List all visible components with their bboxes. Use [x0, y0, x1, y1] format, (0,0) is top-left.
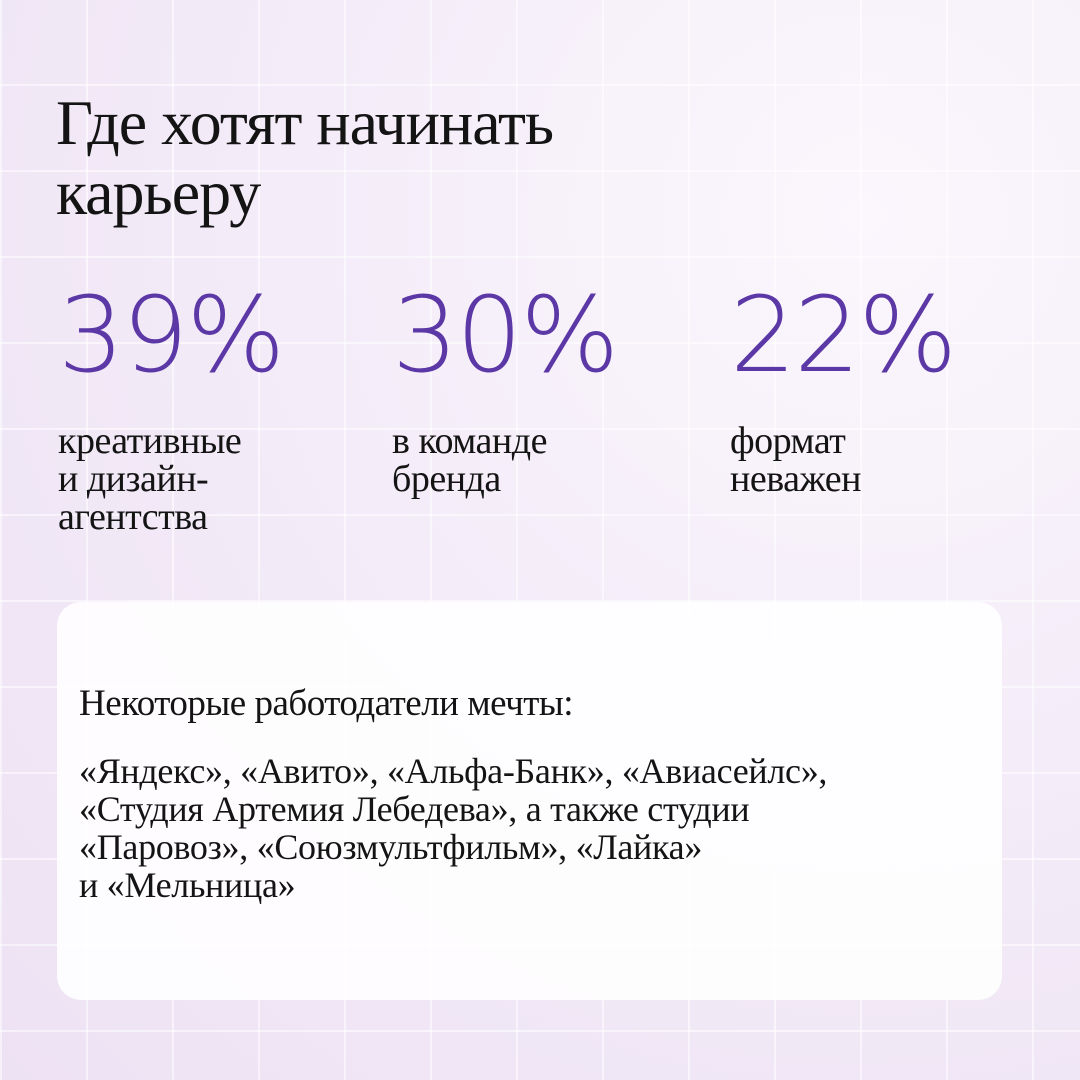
stat-label: в команде бренда	[392, 422, 617, 498]
text-line: в команде	[392, 420, 547, 462]
stat-label: формат неважен	[730, 422, 955, 498]
text-line: креативные	[58, 420, 242, 462]
card-text: «Яндекс», «Авито», «Альфа-Банк», «Авиасе…	[79, 752, 827, 904]
text-line: «Паровоз», «Союзмультфильм», «Лайка»	[79, 827, 703, 867]
text-line: бренда	[392, 458, 501, 500]
text-line: агентства	[58, 496, 208, 538]
stat: 22% формат неважен	[730, 270, 957, 498]
stat-label: креативные и дизайн-агентства	[58, 422, 283, 536]
text-line: и дизайн-	[58, 458, 209, 500]
card: Некоторые работодатели мечты: «Яндекс», …	[57, 602, 1002, 1000]
text-line: и «Мельница»	[79, 865, 296, 905]
text-line: формат	[730, 420, 846, 462]
text-line: неважен	[730, 458, 861, 500]
text-line: карьеру	[56, 157, 261, 228]
stat: 39% креативные и дизайн-агентства	[58, 270, 285, 536]
text-line: Где хотят начинать	[56, 87, 554, 158]
title: Где хотят начинать карьеру	[56, 87, 554, 228]
stat-value: 30%	[392, 274, 619, 396]
stat-value: 39%	[58, 274, 285, 396]
text-line: «Яндекс», «Авито», «Альфа-Банк», «Авиасе…	[79, 751, 828, 791]
stat: 30% в команде бренда	[392, 270, 619, 498]
text-line: «Студия Артемия Лебедева», а также студи…	[79, 789, 750, 829]
stat-value: 22%	[730, 274, 957, 396]
card-heading: Некоторые работодатели мечты:	[79, 683, 574, 724]
